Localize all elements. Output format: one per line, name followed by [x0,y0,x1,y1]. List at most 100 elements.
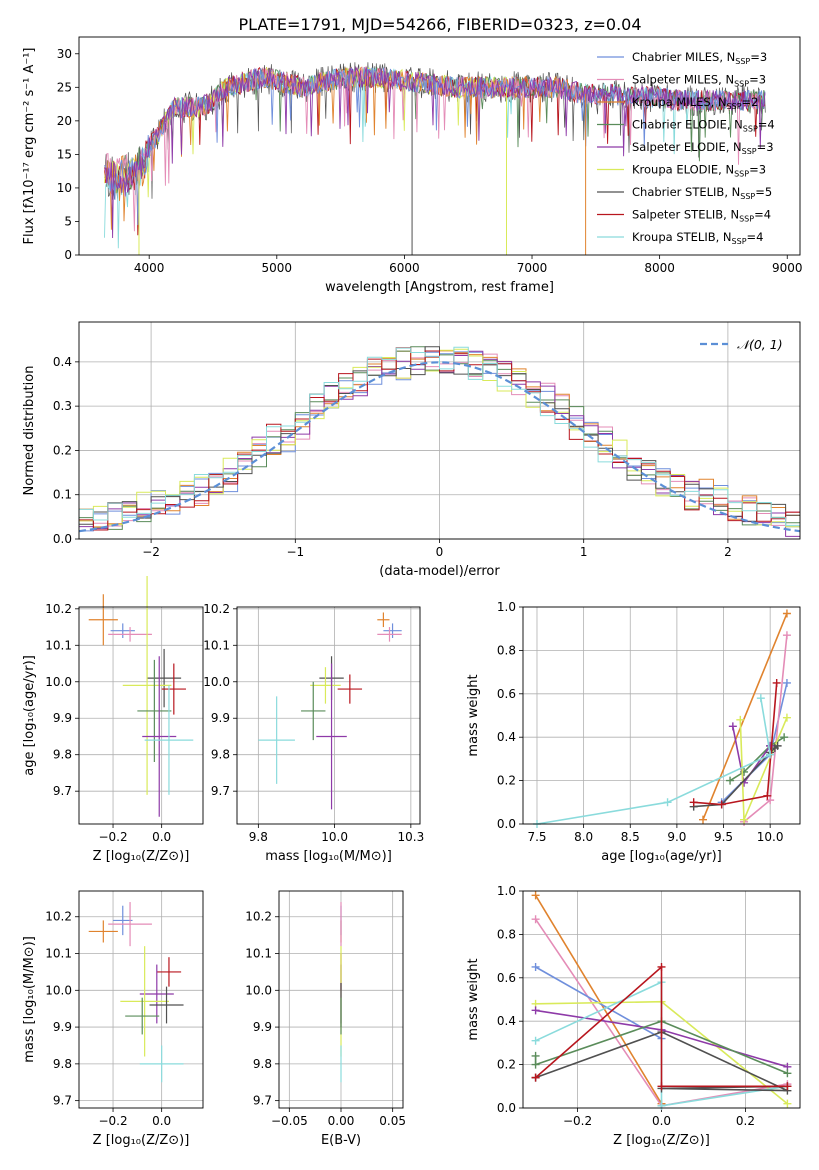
y-tick-label: 0.6 [497,687,516,701]
legend-tail: =5 [755,185,772,199]
errorbar-km [377,612,390,628]
weight-marker [531,1036,540,1045]
legend-label-ke: Kroupa ELODIE, NSSP=3 [632,163,766,179]
y-tick-label: 0.4 [497,1014,516,1028]
y-tick-label: 10.2 [45,602,72,616]
normal-reference-curve [79,361,800,533]
axes-weight_vs_Z: −0.2 0.0 0.2 0.0 0.2 0.4 0.6 0.8 1.0 Z [log₁₀(Z/Z… [466,884,801,1148]
weight-marker [689,798,698,807]
y-axis-label: mass [log₁₀(M/M⊙)] [22,936,37,1063]
errorbar-ss [156,957,182,987]
weight-line [535,965,788,1088]
errorbar-cm [110,623,135,638]
y-tick-label: 9.7 [253,1094,272,1108]
weight-line [732,726,771,785]
legend-tail: =3 [750,50,767,64]
weight-marker [783,1099,792,1108]
legend-name: Chabrier ELODIE, N [632,118,743,132]
y-tick-label: 9.8 [211,748,230,762]
x-tick-label: −1 [286,545,304,559]
weight-line [536,697,772,825]
y-tick-label: 9.8 [253,1057,272,1071]
x-tick-label: 10.0 [321,830,348,844]
x-tick-label: −0.05 [271,1114,308,1128]
legend-name: Chabrier MILES, N [632,50,735,64]
y-tick-label: 0.4 [497,730,516,744]
axes-frame [522,606,801,825]
weight-marker [726,776,735,785]
weight-marker [782,609,791,618]
legend-label-sm: Salpeter MILES, NSSP=3 [632,73,766,89]
y-axis-label: Flux [fλ10⁻¹⁷ erg cm⁻² s⁻¹ A⁻¹] [22,48,37,245]
weight-marker [763,791,772,800]
axes-spectrum: 4000 5000 6000 7000 8000 9000 0 5 10 15 20 25 30 wave… [22,36,803,295]
y-tick-label: 0.0 [53,532,72,546]
y-tick-label: 25 [57,80,72,94]
y-tick-label: 9.7 [211,784,230,798]
x-tick-label: 8.0 [574,830,593,844]
y-tick-label: 10.2 [245,910,272,924]
legend-label-normal: 𝒩(0, 1) [737,337,783,352]
plot-area-spectrum [104,62,766,255]
axes-frame [78,321,801,540]
weight-marker [657,962,666,971]
weight-marker [531,915,540,924]
y-tick-label: 5 [64,214,72,228]
errorbar-sm [377,627,402,642]
y-tick-label: 10.0 [45,675,72,689]
weight-marker [531,962,540,971]
weight-series-km [699,609,791,824]
x-axis-label: E(B-V) [321,1133,361,1148]
weight-marker [783,1082,792,1091]
y-tick-label: 0.3 [53,399,72,413]
y-tick-label: 0.4 [53,355,72,369]
errorbar-cm [113,905,133,936]
y-tick-label: 1.0 [497,884,516,898]
x-tick-label: 9000 [772,261,803,275]
weight-marker [773,741,782,750]
legend-tail: =4 [747,230,764,244]
weight-marker [728,722,737,731]
weight-line [534,894,663,1105]
legend-sub: SSP [734,170,749,179]
y-tick-label: 30 [57,47,72,61]
legend-tail: =4 [758,118,775,132]
x-axis-label: mass [log₁₀(M/M⊙)] [265,849,392,864]
x-tick-label: 2 [724,545,732,559]
legend-label-cm: Chabrier MILES, NSSP=3 [632,50,767,66]
y-tick-label: 10.2 [45,910,72,924]
errorbar-se [139,964,174,1024]
y-tick-label: 0.6 [497,971,516,985]
legend-sub: SSP [740,192,755,201]
y-tick-label: 0.8 [497,927,516,941]
weight-marker [782,713,791,722]
axes-frame [78,890,204,1109]
axes-frame [522,890,801,1109]
errorbar-km [88,594,118,646]
x-tick-label: 8000 [644,261,675,275]
errorbar-ss [161,663,186,715]
errorbar-se [142,656,177,817]
legend-name: Salpeter MILES, N [632,73,734,87]
legend-tail: =2 [742,95,759,109]
y-tick-label: 0.0 [497,1101,516,1115]
weight-marker [663,798,672,807]
y-tick-label: 10.0 [245,983,272,997]
legend-label-ks: Kroupa STELIB, NSSP=4 [632,230,763,246]
y-axis-label: mass weight [466,674,481,756]
legend-name: Salpeter STELIB, N [632,208,739,222]
weight-marker [766,796,775,805]
legend-sub: SSP [739,215,754,224]
y-tick-label: 0.0 [497,817,516,831]
x-tick-label: −0.2 [563,1114,592,1128]
y-tick-label: 9.9 [211,711,230,725]
weight-marker [531,1060,540,1069]
y-tick-label: 9.8 [53,748,72,762]
errorbar-ce [301,681,326,741]
y-tick-label: 9.9 [253,1020,272,1034]
weight-marker [772,678,781,687]
weight-marker [783,1069,792,1078]
legend-sub: SSP [732,237,747,246]
y-tick-label: 9.8 [53,1057,72,1071]
